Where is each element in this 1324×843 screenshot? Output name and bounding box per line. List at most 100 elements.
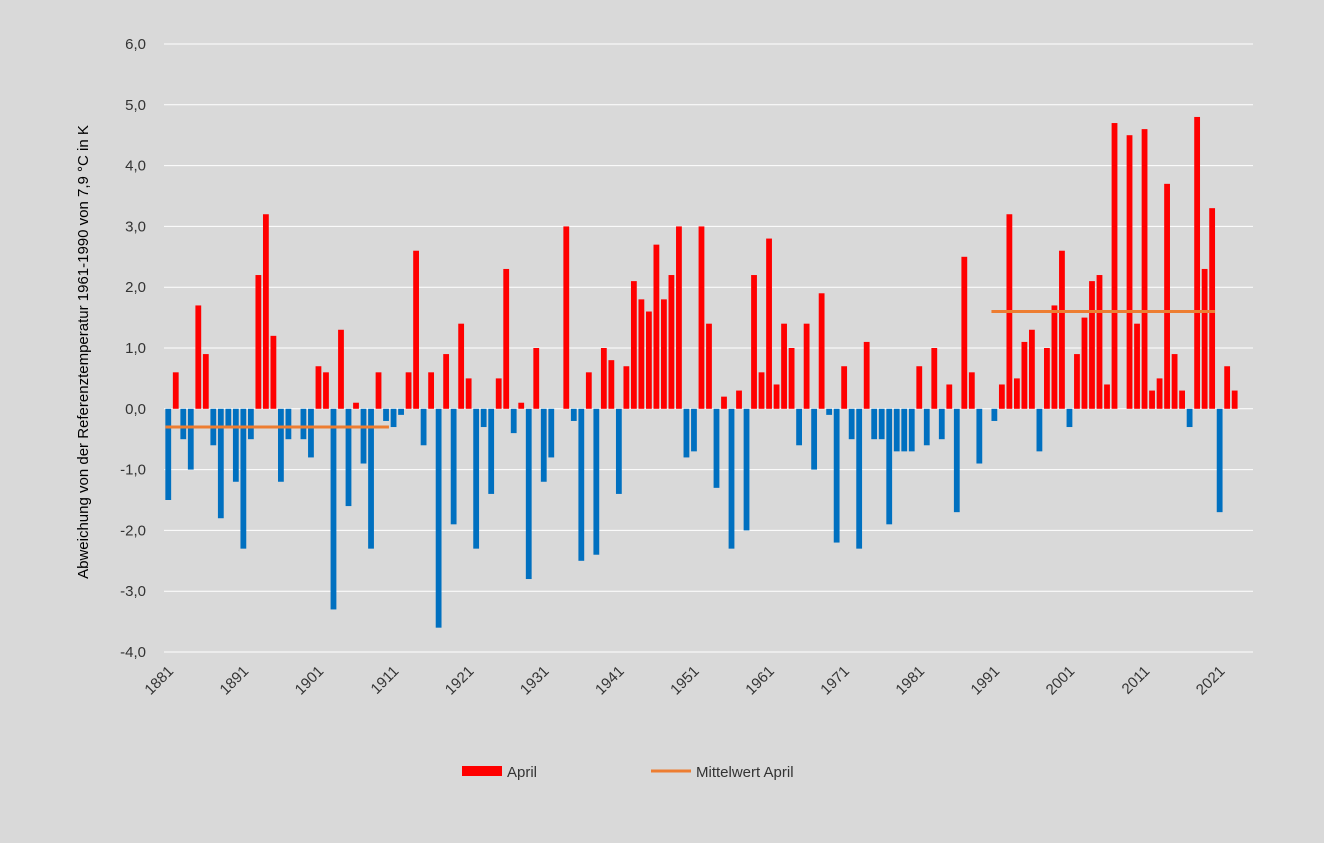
bar: [848, 408, 855, 440]
bar: [976, 408, 983, 464]
bar: [1156, 378, 1163, 409]
bar: [646, 311, 652, 409]
x-tick-label: 1901: [292, 663, 328, 699]
bar: [262, 214, 269, 409]
bar: [563, 226, 570, 409]
x-tick-label: 1941: [592, 663, 628, 699]
bar: [570, 408, 577, 421]
bar: [383, 408, 389, 421]
bar: [691, 408, 697, 452]
bar: [375, 372, 382, 409]
bar: [1036, 408, 1043, 452]
bar: [698, 226, 705, 409]
bar: [923, 408, 930, 446]
x-tick-label: 1991: [968, 663, 1004, 699]
bar: [1134, 323, 1140, 409]
bar: [998, 384, 1005, 409]
bar: [946, 384, 953, 409]
bar: [781, 323, 787, 409]
x-tick-label: 1911: [368, 663, 403, 698]
bar: [187, 408, 194, 470]
mean-lines: [165, 310, 1216, 429]
bar: [1089, 281, 1095, 409]
x-tick-label: 1921: [442, 663, 478, 699]
bar: [398, 408, 404, 415]
bar: [661, 299, 667, 409]
bar: [495, 378, 502, 409]
bar: [811, 408, 818, 470]
bar: [323, 372, 329, 409]
bar: [480, 408, 487, 428]
bar: [428, 372, 435, 409]
bar: [1111, 123, 1118, 409]
x-tick-label: 1951: [667, 663, 703, 699]
bar: [961, 256, 968, 409]
bar: [413, 250, 419, 409]
bar: [1216, 408, 1223, 513]
x-tick-label: 1961: [742, 663, 778, 699]
x-tick-label: 1881: [141, 663, 177, 699]
bar: [1141, 129, 1148, 409]
bar: [578, 408, 585, 561]
bar: [1126, 135, 1133, 409]
bar: [1164, 183, 1170, 409]
bar: [510, 408, 517, 434]
x-tick-label: 1971: [817, 663, 853, 699]
bar: [202, 354, 209, 409]
bar: [623, 366, 630, 409]
bar: [826, 408, 833, 415]
bar: [653, 244, 660, 409]
bar: [968, 372, 975, 409]
bar: [736, 390, 742, 409]
legend-label-mean: Mittelwert April: [696, 764, 794, 781]
bar: [743, 408, 750, 531]
bar: [766, 238, 772, 409]
bar: [315, 366, 322, 409]
bar: [1201, 268, 1208, 409]
bar: [676, 226, 682, 409]
bar: [450, 408, 457, 525]
y-tick-label: 1,0: [125, 340, 146, 357]
bar-series: [165, 116, 1238, 628]
bar: [232, 408, 239, 482]
bar: [518, 402, 525, 409]
bar: [818, 293, 825, 409]
x-axis-ticks: 1881 1891 1901 1911 1921 1931 1941 1951 1961 1971…: [141, 663, 1228, 699]
y-axis-label: Abweichung von der Referenztemperatur 19…: [75, 125, 92, 579]
bar: [668, 275, 675, 409]
bar: [488, 408, 495, 494]
bar: [1044, 348, 1050, 409]
bar: [683, 408, 690, 458]
bar: [630, 281, 637, 409]
bar: [758, 372, 765, 409]
bar: [713, 408, 720, 488]
bar: [330, 408, 337, 610]
bar: [180, 408, 187, 440]
bar: [908, 408, 915, 452]
bar: [728, 408, 735, 549]
bar: [285, 408, 292, 440]
bar: [1186, 408, 1193, 428]
bar: [931, 348, 938, 409]
bar: [721, 396, 727, 409]
bar: [353, 402, 359, 409]
bar: [1171, 354, 1178, 409]
bar: [300, 408, 307, 440]
bar: [548, 408, 555, 458]
bar: [1104, 384, 1110, 409]
bar: [405, 372, 412, 409]
bar: [458, 323, 465, 409]
bar: [338, 329, 344, 409]
bar: [615, 408, 622, 494]
bar: [1066, 408, 1073, 428]
bar: [540, 408, 547, 482]
bar: [1021, 341, 1028, 409]
bar: [1029, 329, 1035, 409]
bar: [788, 348, 795, 409]
bar: [593, 408, 600, 555]
bar: [608, 360, 615, 409]
x-tick-label: 1891: [217, 663, 253, 699]
y-tick-label: 6,0: [125, 36, 146, 53]
y-tick-label: -1,0: [120, 462, 146, 479]
